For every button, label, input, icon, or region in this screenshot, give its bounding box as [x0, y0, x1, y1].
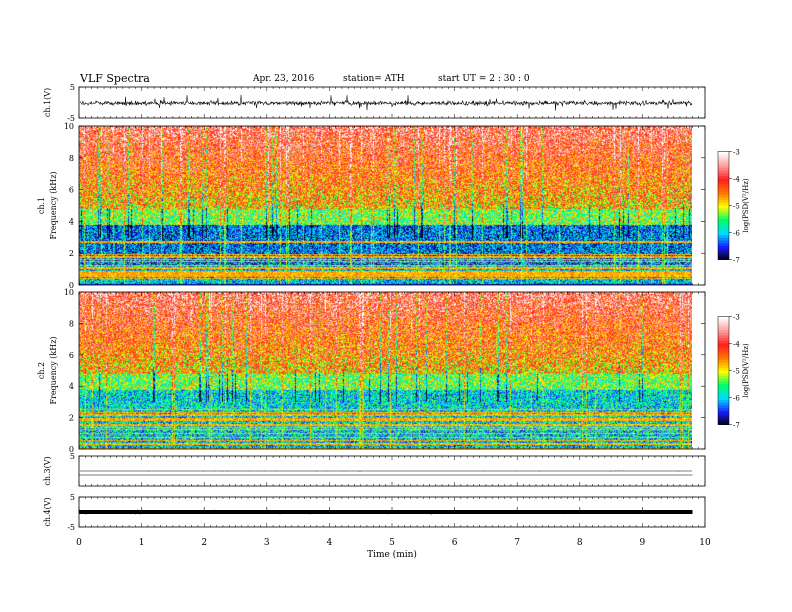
colorbar-tick-label: -3 [733, 314, 740, 322]
xtick-label: 9 [640, 538, 646, 548]
station-label: station= ATH [343, 74, 405, 84]
spectrogram-ch2-spectrogram [79, 292, 692, 449]
xtick-label: 1 [139, 538, 145, 548]
xtick-label: 5 [389, 538, 395, 548]
xtick-label: 4 [327, 538, 333, 548]
ytick-label: 8 [69, 319, 74, 328]
start-time-label: start UT = 2 : 30 : 0 [438, 74, 530, 84]
colorbar-tick-label: -7 [733, 422, 740, 430]
colorbar-ch1-spectrogram [717, 151, 732, 260]
colorbar-label: log(PSD(V²/Hz) [742, 343, 750, 398]
ytick-label: 6 [69, 351, 74, 360]
ylabel-channel: ch.2 [37, 362, 46, 379]
colorbar-tick-label: -5 [733, 203, 740, 211]
colorbar-tick-label: -4 [733, 341, 740, 349]
xtick-label: 0 [76, 538, 82, 548]
xtick-label: 2 [201, 538, 207, 548]
date-label: Apr. 23, 2016 [253, 74, 315, 84]
colorbar-tick-label: -5 [733, 368, 740, 376]
xaxis-label: Time (min) [367, 549, 417, 560]
panel-ch1-waveform [78, 86, 706, 119]
ytick-label: 2 [69, 249, 74, 258]
x-minor-ticks [78, 87, 706, 118]
xtick-label: 7 [514, 538, 520, 548]
ytick-label: -5 [67, 523, 75, 532]
ytick-label: 8 [69, 154, 74, 163]
ytick-label: 10 [64, 288, 74, 297]
ytick-label: -5 [67, 114, 75, 123]
xtick-label: 10 [699, 538, 711, 548]
x-minor-ticks [78, 292, 706, 449]
ylabel-ch1-waveform: ch.1(V) [43, 88, 52, 117]
ytick-label: 4 [69, 382, 74, 391]
ytick-label: 0 [69, 281, 74, 290]
ylabel-channel: ch.1 [37, 197, 46, 214]
x-minor-ticks [78, 497, 706, 527]
ytick-label: 2 [69, 414, 74, 423]
ytick-label: 4 [69, 217, 74, 226]
trace-ch1-waveform [79, 94, 693, 111]
xtick-label: 8 [577, 538, 583, 548]
ytick-label: 5 [70, 83, 75, 92]
colorbar-label: log(PSD(V²/Hz) [742, 178, 750, 233]
xtick-label: 3 [264, 538, 270, 548]
colorbar-tick-label: -6 [733, 395, 740, 403]
x-minor-ticks [78, 126, 706, 285]
plot-title: VLF Spectra [80, 72, 150, 85]
colorbar-tick-label: -4 [733, 176, 740, 184]
xtick-label: 6 [452, 538, 458, 548]
ylabel-ch3-waveform: ch.3(V) [43, 456, 52, 485]
ylabel-frequency: Frequency (kHz) [49, 336, 58, 404]
colorbar-tick-label: -7 [733, 257, 740, 265]
ylabel-ch4-waveform: ch.4(V) [43, 497, 52, 526]
ytick-label: 6 [69, 186, 74, 195]
colorbar-tick-label: -6 [733, 230, 740, 238]
ytick-label: 5 [70, 493, 75, 502]
colorbar-ch2-spectrogram [717, 316, 732, 425]
ytick-label: 10 [64, 122, 74, 131]
ytick-label: 5 [70, 452, 75, 461]
spectrogram-ch1-spectrogram [79, 126, 692, 285]
ytick-label: 0 [69, 445, 74, 454]
colorbar-tick-label: -3 [733, 149, 740, 157]
ylabel-frequency: Frequency (kHz) [49, 171, 58, 239]
x-minor-ticks [78, 456, 706, 486]
